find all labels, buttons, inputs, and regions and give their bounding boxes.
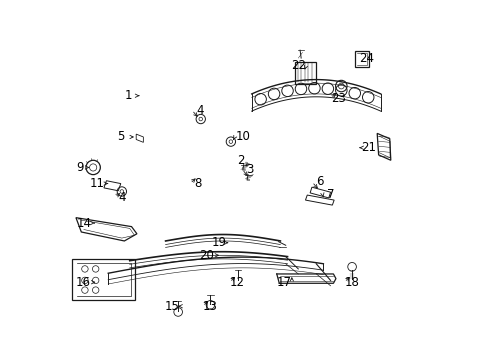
Text: 16: 16 — [76, 276, 90, 289]
Text: 22: 22 — [290, 59, 305, 72]
Text: 1: 1 — [124, 89, 131, 102]
Text: 8: 8 — [194, 177, 201, 190]
Text: 11: 11 — [89, 177, 104, 190]
Text: 3: 3 — [245, 163, 253, 176]
Text: 24: 24 — [358, 51, 373, 64]
Text: 9: 9 — [76, 161, 84, 174]
Text: 10: 10 — [235, 130, 250, 144]
Text: 4: 4 — [119, 191, 126, 204]
Text: 21: 21 — [360, 141, 375, 154]
Text: 15: 15 — [164, 300, 179, 313]
Text: 20: 20 — [199, 249, 214, 262]
Text: 6: 6 — [315, 175, 323, 188]
Text: 17: 17 — [276, 276, 291, 289]
Text: 18: 18 — [344, 276, 359, 289]
Text: 19: 19 — [211, 236, 226, 249]
Text: 12: 12 — [229, 276, 244, 289]
Text: 23: 23 — [330, 92, 345, 105]
Text: 2: 2 — [237, 154, 244, 167]
Text: 13: 13 — [203, 300, 218, 313]
Text: 14: 14 — [76, 216, 91, 230]
Text: 5: 5 — [117, 130, 124, 144]
Text: 4: 4 — [196, 104, 203, 117]
Text: 7: 7 — [326, 188, 334, 201]
